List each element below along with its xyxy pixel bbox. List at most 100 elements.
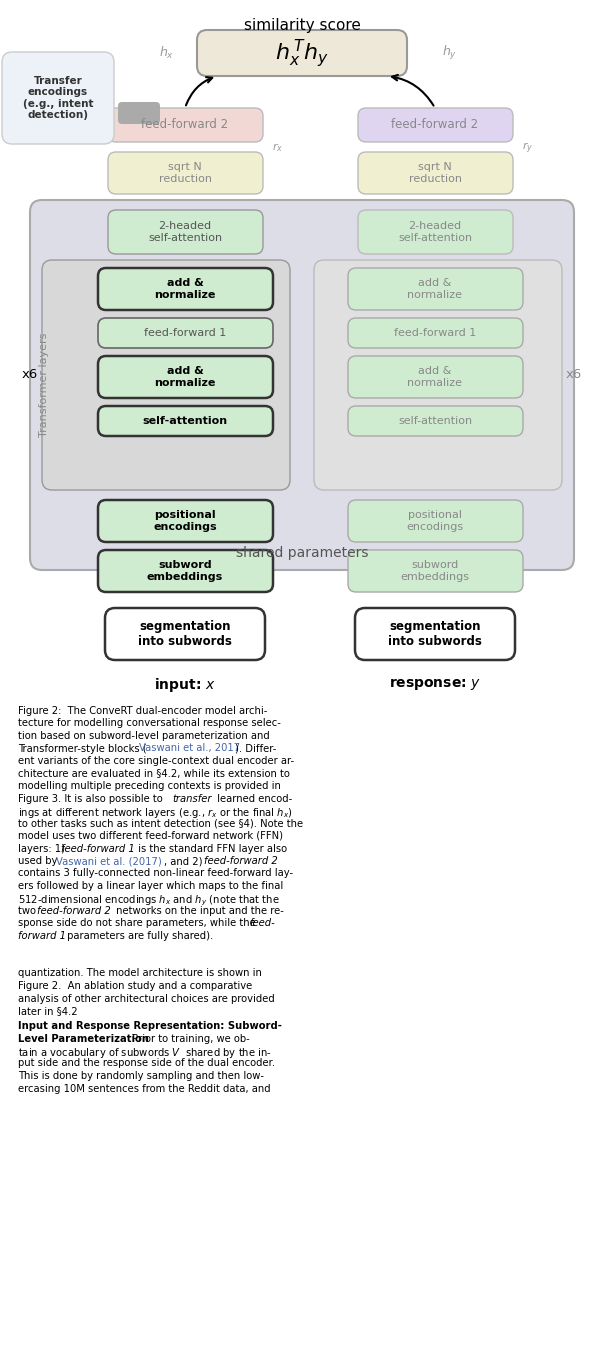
Text: Prior to training, we ob-: Prior to training, we ob- (129, 1034, 249, 1043)
Text: learned encod-: learned encod- (214, 794, 292, 804)
Text: put side and the response side of the dual encoder.: put side and the response side of the du… (18, 1058, 275, 1069)
Text: response: $y$: response: $y$ (389, 676, 481, 692)
Text: sqrt N
reduction: sqrt N reduction (408, 162, 461, 184)
Text: chitecture are evaluated in §4.2, while its extension to: chitecture are evaluated in §4.2, while … (18, 768, 290, 779)
Text: used by: used by (18, 855, 60, 866)
Text: networks on the input and the re-: networks on the input and the re- (113, 906, 284, 917)
FancyBboxPatch shape (348, 406, 523, 436)
Text: transfer: transfer (172, 794, 211, 804)
FancyBboxPatch shape (42, 260, 290, 490)
Text: add &
normalize: add & normalize (408, 366, 463, 388)
FancyBboxPatch shape (197, 30, 407, 76)
Text: add &
normalize: add & normalize (154, 366, 216, 388)
FancyBboxPatch shape (358, 153, 513, 193)
Text: sponse side do not share parameters, while the: sponse side do not share parameters, whi… (18, 918, 259, 929)
Text: Figure 3. It is also possible to: Figure 3. It is also possible to (18, 794, 166, 804)
Text: layers: 1): layers: 1) (18, 843, 68, 854)
FancyBboxPatch shape (98, 550, 273, 592)
Text: sqrt N
reduction: sqrt N reduction (158, 162, 211, 184)
Text: shared parameters: shared parameters (236, 546, 368, 560)
Text: Vaswani et al., 2017: Vaswani et al., 2017 (139, 744, 240, 753)
Text: add &
normalize: add & normalize (154, 278, 216, 300)
FancyBboxPatch shape (108, 108, 263, 142)
Text: later in §4.2: later in §4.2 (18, 1007, 78, 1016)
FancyBboxPatch shape (348, 355, 523, 398)
Text: tain a vocabulary of subwords $V$  shared by the in-: tain a vocabulary of subwords $V$ shared… (18, 1046, 272, 1060)
Text: feed-forward 1: feed-forward 1 (61, 843, 135, 854)
Text: Level Parameterization: Level Parameterization (18, 1034, 149, 1043)
Text: ercasing 10M sentences from the Reddit data, and: ercasing 10M sentences from the Reddit d… (18, 1084, 271, 1094)
Text: input: $x$: input: $x$ (154, 676, 216, 695)
Text: $h_x$: $h_x$ (159, 45, 175, 61)
Text: subword
embeddings: subword embeddings (400, 560, 469, 582)
Text: $h_x^{\,T} h_y$: $h_x^{\,T} h_y$ (275, 37, 329, 69)
Text: Transfer
encodings
(e.g., intent
detection): Transfer encodings (e.g., intent detecti… (23, 76, 93, 120)
Text: segmentation
into subwords: segmentation into subwords (138, 620, 232, 648)
Text: feed-forward 2: feed-forward 2 (37, 906, 111, 917)
FancyBboxPatch shape (348, 500, 523, 542)
Text: tion based on subword-level parameterization and: tion based on subword-level parameteriza… (18, 731, 270, 741)
FancyBboxPatch shape (98, 355, 273, 398)
Text: 512-dimensional encodings $h_x$ and $h_y$ (note that the: 512-dimensional encodings $h_x$ and $h_y… (18, 893, 280, 908)
FancyBboxPatch shape (98, 500, 273, 542)
Text: Vaswani et al. (2017): Vaswani et al. (2017) (56, 855, 162, 866)
Text: modelling multiple preceding contexts is provided in: modelling multiple preceding contexts is… (18, 780, 281, 791)
Text: segmentation
into subwords: segmentation into subwords (388, 620, 482, 648)
FancyBboxPatch shape (358, 210, 513, 253)
Text: feed-forward 1: feed-forward 1 (144, 328, 226, 338)
Text: contains 3 fully-connected non-linear feed-forward lay-: contains 3 fully-connected non-linear fe… (18, 869, 293, 878)
Text: to other tasks such as intent detection (see §4). Note the: to other tasks such as intent detection … (18, 819, 303, 828)
Text: Figure 2.  An ablation study and a comparative: Figure 2. An ablation study and a compar… (18, 981, 252, 992)
Text: feed-: feed- (249, 918, 275, 929)
Text: feed-forward 2: feed-forward 2 (141, 118, 228, 132)
FancyBboxPatch shape (98, 317, 273, 349)
Text: model uses two different feed-forward network (FFN): model uses two different feed-forward ne… (18, 831, 283, 840)
Text: Transformer-style blocks (: Transformer-style blocks ( (18, 744, 147, 753)
Text: 2-headed
self-attention: 2-headed self-attention (148, 221, 222, 242)
Text: x6: x6 (566, 369, 582, 381)
Text: self-attention: self-attention (398, 415, 472, 426)
Text: positional
encodings: positional encodings (406, 511, 463, 531)
Text: Transformer layers: Transformer layers (39, 332, 49, 437)
Text: feed-forward 1: feed-forward 1 (394, 328, 476, 338)
Text: forward 1: forward 1 (18, 932, 66, 941)
Text: feed-forward 2: feed-forward 2 (204, 855, 278, 866)
Text: 2-headed
self-attention: 2-headed self-attention (398, 221, 472, 242)
Text: $r_y$: $r_y$ (522, 140, 533, 155)
Text: quantization. The model architecture is shown in: quantization. The model architecture is … (18, 968, 262, 978)
FancyBboxPatch shape (108, 210, 263, 253)
Text: positional
encodings: positional encodings (153, 511, 217, 531)
Text: analysis of other architectural choices are provided: analysis of other architectural choices … (18, 993, 275, 1004)
Text: subword
embeddings: subword embeddings (147, 560, 223, 582)
FancyBboxPatch shape (314, 260, 562, 490)
FancyBboxPatch shape (348, 268, 523, 311)
Text: , and 2): , and 2) (164, 855, 205, 866)
Text: x6: x6 (22, 369, 38, 381)
Text: feed-forward 2: feed-forward 2 (391, 118, 478, 132)
FancyBboxPatch shape (355, 607, 515, 661)
Text: This is done by randomly sampling and then low-: This is done by randomly sampling and th… (18, 1071, 264, 1081)
Text: parameters are fully shared).: parameters are fully shared). (64, 932, 213, 941)
Text: ent variants of the core single-context dual encoder ar-: ent variants of the core single-context … (18, 756, 294, 765)
Text: ). Differ-: ). Differ- (235, 744, 277, 753)
FancyBboxPatch shape (30, 200, 574, 571)
Text: similarity score: similarity score (243, 18, 361, 33)
FancyBboxPatch shape (105, 607, 265, 661)
Text: two: two (18, 906, 39, 917)
FancyBboxPatch shape (118, 102, 160, 124)
FancyBboxPatch shape (348, 550, 523, 592)
FancyBboxPatch shape (348, 317, 523, 349)
Text: $r_x$: $r_x$ (272, 142, 284, 154)
Text: ings at different network layers (e.g., $r_x$ or the final $h_x$): ings at different network layers (e.g., … (18, 806, 293, 820)
FancyBboxPatch shape (108, 153, 263, 193)
FancyBboxPatch shape (358, 108, 513, 142)
Text: tecture for modelling conversational response selec-: tecture for modelling conversational res… (18, 719, 281, 729)
FancyBboxPatch shape (98, 268, 273, 311)
Text: ers followed by a linear layer which maps to the final: ers followed by a linear layer which map… (18, 881, 283, 891)
Text: is the standard FFN layer also: is the standard FFN layer also (135, 843, 287, 854)
Text: Input and Response Representation: Subword-: Input and Response Representation: Subwo… (18, 1022, 282, 1031)
Text: Figure 2:  The ConveRT dual-encoder model archi-: Figure 2: The ConveRT dual-encoder model… (18, 706, 268, 716)
Text: add &
normalize: add & normalize (408, 278, 463, 300)
FancyBboxPatch shape (2, 52, 114, 144)
Text: self-attention: self-attention (143, 415, 228, 426)
